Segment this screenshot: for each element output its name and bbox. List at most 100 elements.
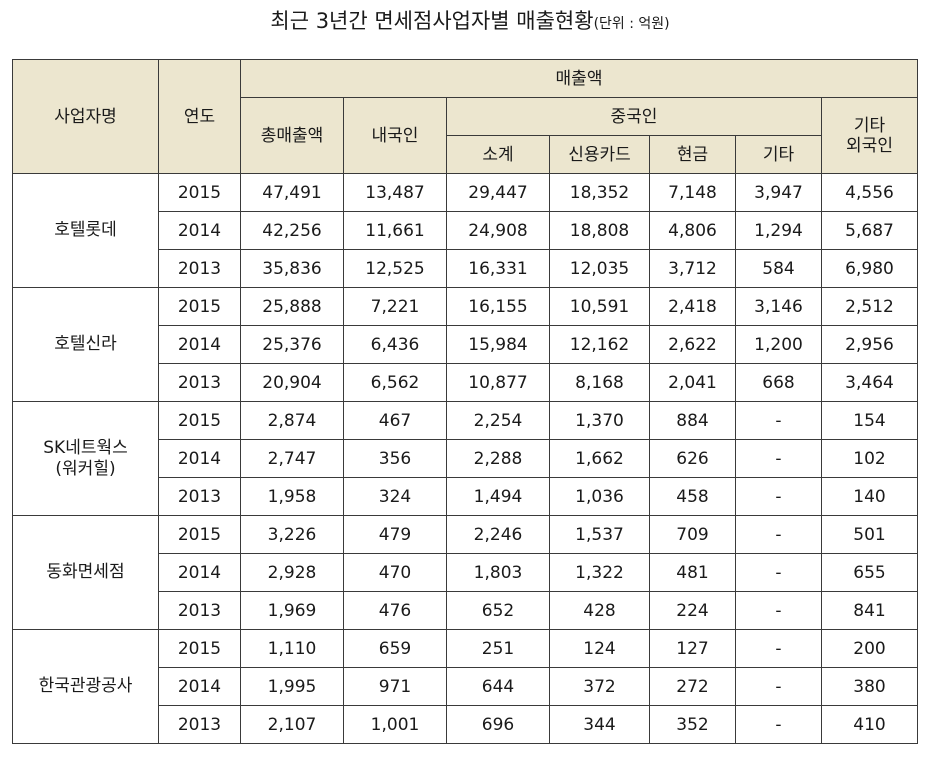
other-foreign-cell: 3,464 <box>820 363 919 402</box>
table-row: 2014 25,376 6,436 15,984 12,162 2,622 1,200 2,9… <box>13 325 919 364</box>
table-header: 사업자명 연도 매출액 총매출액 내국인 중국인 기타 외국인 소계 신용카드 현… <box>12 59 919 174</box>
subtotal-cell: 2,246 <box>446 515 550 554</box>
total-sales-cell: 1,969 <box>240 591 344 630</box>
credit-card-cell: 428 <box>549 591 650 630</box>
credit-card-cell: 18,808 <box>549 211 650 250</box>
total-sales-cell: 2,928 <box>240 553 344 592</box>
subtotal-cell: 15,984 <box>446 325 550 364</box>
table-row: 2013 20,904 6,562 10,877 8,168 2,041 668 3,464 <box>13 363 919 402</box>
total-sales-cell: 2,874 <box>240 401 344 440</box>
total-sales-cell: 2,747 <box>240 439 344 478</box>
other-foreign-cell: 2,512 <box>820 287 919 326</box>
credit-card-cell: 12,035 <box>549 249 650 288</box>
table-row: 2013 1,958 324 1,494 1,036 458-140 <box>13 477 919 516</box>
title-unit: (단위 : 억원) <box>593 16 670 32</box>
other-foreign-cell: 655 <box>820 553 919 592</box>
year-cell: 2014 <box>158 325 241 364</box>
cash-cell: 709 <box>649 515 736 554</box>
year-cell: 2013 <box>158 249 241 288</box>
cash-cell: 272 <box>649 667 736 706</box>
domestic-cell: 659 <box>343 629 447 668</box>
year-cell: 2013 <box>158 477 241 516</box>
total-sales-cell: 47,491 <box>240 173 344 212</box>
header-other-foreign: 기타 외국인 <box>820 97 919 174</box>
cash-cell: 626 <box>649 439 736 478</box>
etc-cell: - <box>735 591 822 630</box>
domestic-cell: 12,525 <box>343 249 447 288</box>
company-name-line2: (워커힐) <box>55 458 116 479</box>
total-sales-cell: 25,888 <box>240 287 344 326</box>
company-name-cell: 호텔롯데 <box>12 173 159 288</box>
domestic-cell: 476 <box>343 591 447 630</box>
credit-card-cell: 1,537 <box>549 515 650 554</box>
header-credit-card: 신용카드 <box>549 135 650 174</box>
company-name-cell: 호텔신라 <box>12 287 159 402</box>
year-cell: 2015 <box>158 401 241 440</box>
year-cell: 2015 <box>158 287 241 326</box>
credit-card-cell: 1,322 <box>549 553 650 592</box>
table-body: 호텔롯데 2015 47,491 13,487 29,447 18,352 7,148 3,9… <box>12 173 919 744</box>
cash-cell: 7,148 <box>649 173 736 212</box>
cash-cell: 224 <box>649 591 736 630</box>
year-cell: 2013 <box>158 591 241 630</box>
subtotal-cell: 696 <box>446 705 550 744</box>
total-sales-cell: 20,904 <box>240 363 344 402</box>
year-cell: 2014 <box>158 211 241 250</box>
table-row: 호텔신라 2015 25,888 7,221 16,155 10,591 2,418 3,14… <box>12 287 919 402</box>
etc-cell: 668 <box>735 363 822 402</box>
year-cell: 2014 <box>158 553 241 592</box>
company-name-cell: 한국관광공사 <box>12 629 159 744</box>
cash-cell: 127 <box>649 629 736 668</box>
etc-cell: - <box>735 401 822 440</box>
year-cell: 2013 <box>158 705 241 744</box>
subtotal-cell: 1,494 <box>446 477 550 516</box>
domestic-cell: 6,562 <box>343 363 447 402</box>
domestic-cell: 971 <box>343 667 447 706</box>
header-other-foreign-line1: 기타 <box>853 115 886 136</box>
other-foreign-cell: 4,556 <box>820 173 919 212</box>
etc-cell: 3,947 <box>735 173 822 212</box>
other-foreign-cell: 6,980 <box>820 249 919 288</box>
other-foreign-cell: 841 <box>820 591 919 630</box>
credit-card-cell: 8,168 <box>549 363 650 402</box>
total-sales-cell: 42,256 <box>240 211 344 250</box>
year-cell: 2013 <box>158 363 241 402</box>
other-foreign-cell: 410 <box>820 705 919 744</box>
etc-cell: - <box>735 553 822 592</box>
header-domestic: 내국인 <box>343 97 447 174</box>
subtotal-cell: 29,447 <box>446 173 550 212</box>
etc-cell: 3,146 <box>735 287 822 326</box>
etc-cell: 584 <box>735 249 822 288</box>
credit-card-cell: 1,036 <box>549 477 650 516</box>
table-row: 2014 2,928 470 1,803 1,322 481-655 <box>13 553 919 592</box>
subtotal-cell: 2,254 <box>446 401 550 440</box>
domestic-cell: 324 <box>343 477 447 516</box>
year-cell: 2015 <box>158 629 241 668</box>
cash-cell: 352 <box>649 705 736 744</box>
domestic-cell: 11,661 <box>343 211 447 250</box>
cash-cell: 3,712 <box>649 249 736 288</box>
table-row: 동화면세점 2015 3,226 479 2,246 1,537 709-501 <box>12 515 919 630</box>
page-title: 최근 3년간 면세점사업자별 매출현황(단위 : 억원) <box>0 6 940 39</box>
table-row: 2014 42,256 11,661 24,908 18,808 4,806 1,294 5,… <box>13 211 919 250</box>
domestic-cell: 1,001 <box>343 705 447 744</box>
sales-table: 사업자명 연도 매출액 총매출액 내국인 중국인 기타 외국인 소계 신용카드 현… <box>12 59 919 744</box>
table-row: 2014 1,995 971 644 372 272-380 <box>13 667 919 706</box>
header-company-name: 사업자명 <box>12 59 159 174</box>
credit-card-cell: 10,591 <box>549 287 650 326</box>
header-chinese: 중국인 <box>446 97 822 136</box>
other-foreign-cell: 2,956 <box>820 325 919 364</box>
header-year: 연도 <box>158 59 241 174</box>
cash-cell: 2,041 <box>649 363 736 402</box>
total-sales-cell: 35,836 <box>240 249 344 288</box>
other-foreign-cell: 5,687 <box>820 211 919 250</box>
credit-card-cell: 1,370 <box>549 401 650 440</box>
etc-cell: - <box>735 629 822 668</box>
subtotal-cell: 644 <box>446 667 550 706</box>
company-name: 동화면세점 <box>46 562 125 582</box>
company-name-cell: 동화면세점 <box>12 515 159 630</box>
etc-cell: - <box>735 705 822 744</box>
credit-card-cell: 12,162 <box>549 325 650 364</box>
cash-cell: 4,806 <box>649 211 736 250</box>
subtotal-cell: 652 <box>446 591 550 630</box>
